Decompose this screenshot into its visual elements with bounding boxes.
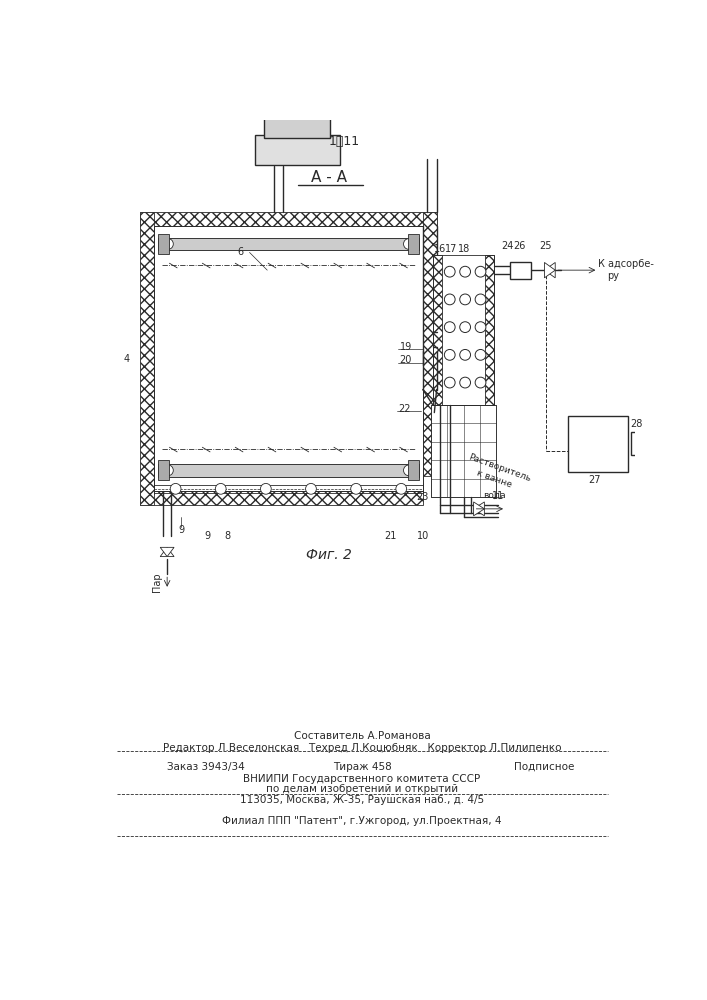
Circle shape bbox=[576, 423, 619, 466]
Text: 16: 16 bbox=[434, 244, 447, 254]
Bar bbox=[154, 226, 423, 491]
Circle shape bbox=[475, 322, 486, 333]
Circle shape bbox=[305, 483, 316, 494]
Circle shape bbox=[475, 349, 486, 360]
Polygon shape bbox=[544, 262, 555, 278]
Text: 9: 9 bbox=[178, 525, 184, 535]
Circle shape bbox=[216, 483, 226, 494]
Polygon shape bbox=[544, 262, 555, 278]
Text: 22: 22 bbox=[398, 404, 411, 414]
Text: 6: 6 bbox=[238, 247, 243, 257]
Text: 21: 21 bbox=[385, 531, 397, 541]
Circle shape bbox=[396, 483, 407, 494]
Text: А - А: А - А bbox=[311, 170, 347, 185]
Bar bbox=[485, 255, 494, 405]
Circle shape bbox=[460, 322, 471, 333]
Polygon shape bbox=[474, 502, 484, 516]
Text: 24: 24 bbox=[501, 241, 514, 251]
Text: 113035, Москва, Ж-35, Раушская наб., д. 4/5: 113035, Москва, Ж-35, Раушская наб., д. … bbox=[240, 795, 484, 805]
Bar bbox=[264, 114, 330, 138]
Text: Редактор Л.Веселонская   Техред Л.Коцюбняк   Корректор Л.Пилипенко: Редактор Л.Веселонская Техред Л.Коцюбняк… bbox=[163, 743, 561, 753]
Circle shape bbox=[170, 483, 181, 494]
Bar bbox=[431, 405, 496, 497]
Text: 18: 18 bbox=[457, 244, 469, 254]
Text: 26: 26 bbox=[513, 241, 526, 251]
Bar bbox=[510, 262, 532, 279]
Text: 28: 28 bbox=[631, 419, 643, 429]
Bar bbox=[140, 212, 154, 505]
Text: Составитель А.Романова: Составитель А.Романова bbox=[293, 731, 431, 741]
Text: 27: 27 bbox=[588, 475, 601, 485]
Circle shape bbox=[444, 377, 455, 388]
Text: 11: 11 bbox=[492, 491, 504, 501]
Circle shape bbox=[288, 115, 307, 134]
Bar bbox=[433, 255, 442, 405]
Bar bbox=[158, 234, 169, 254]
Bar bbox=[140, 491, 423, 505]
Circle shape bbox=[351, 483, 361, 494]
Text: 10: 10 bbox=[416, 531, 429, 541]
Text: Тираж 458: Тираж 458 bbox=[332, 762, 392, 772]
Circle shape bbox=[460, 377, 471, 388]
Circle shape bbox=[444, 266, 455, 277]
Bar bbox=[423, 212, 437, 476]
Bar bbox=[158, 460, 169, 480]
Circle shape bbox=[163, 239, 173, 249]
Circle shape bbox=[460, 349, 471, 360]
Bar bbox=[158, 238, 419, 250]
Circle shape bbox=[444, 322, 455, 333]
Circle shape bbox=[404, 465, 414, 476]
Bar bbox=[158, 464, 419, 477]
Text: Подписное: Подписное bbox=[514, 762, 575, 772]
Text: вода: вода bbox=[483, 490, 506, 499]
Bar bbox=[631, 432, 656, 455]
Circle shape bbox=[163, 465, 173, 476]
Circle shape bbox=[460, 266, 471, 277]
Circle shape bbox=[475, 266, 486, 277]
Circle shape bbox=[260, 483, 271, 494]
Text: ру: ру bbox=[607, 271, 619, 281]
Text: Заказ 3943/34: Заказ 3943/34 bbox=[167, 762, 245, 772]
Circle shape bbox=[475, 294, 486, 305]
Text: К адсорбе-: К адсорбе- bbox=[598, 259, 654, 269]
Text: 19: 19 bbox=[399, 342, 412, 352]
Text: 8: 8 bbox=[224, 531, 230, 541]
Text: ВНИИПИ Государственного комитета СССР: ВНИИПИ Государственного комитета СССР bbox=[243, 774, 481, 784]
Bar bbox=[568, 416, 628, 472]
Text: 25: 25 bbox=[539, 241, 552, 251]
Text: Фиг. 2: Фиг. 2 bbox=[306, 548, 352, 562]
Circle shape bbox=[444, 349, 455, 360]
Text: к ванне: к ванне bbox=[475, 468, 513, 489]
Text: 17: 17 bbox=[445, 244, 457, 254]
Bar bbox=[140, 212, 437, 226]
Bar bbox=[433, 255, 494, 405]
Circle shape bbox=[404, 239, 414, 249]
Text: 1ᘖ11: 1ᘖ11 bbox=[329, 135, 360, 148]
Text: 9: 9 bbox=[204, 531, 210, 541]
Circle shape bbox=[475, 377, 486, 388]
Circle shape bbox=[444, 294, 455, 305]
Polygon shape bbox=[160, 547, 174, 557]
Polygon shape bbox=[474, 502, 484, 516]
Bar bbox=[408, 460, 419, 480]
Text: по делам изобретений и открытий: по делам изобретений и открытий bbox=[266, 784, 458, 794]
Text: Филиал ППП "Патент", г.Ужгород, ул.Проектная, 4: Филиал ППП "Патент", г.Ужгород, ул.Проек… bbox=[222, 816, 502, 826]
Bar bbox=[408, 234, 419, 254]
Text: Растворитель: Растворитель bbox=[467, 453, 532, 484]
Text: 23: 23 bbox=[416, 492, 429, 502]
Text: 4: 4 bbox=[124, 354, 130, 364]
Circle shape bbox=[460, 294, 471, 305]
Text: Пар: Пар bbox=[152, 572, 162, 592]
Polygon shape bbox=[160, 547, 174, 557]
Text: 20: 20 bbox=[399, 355, 412, 365]
Bar bbox=[255, 135, 339, 165]
